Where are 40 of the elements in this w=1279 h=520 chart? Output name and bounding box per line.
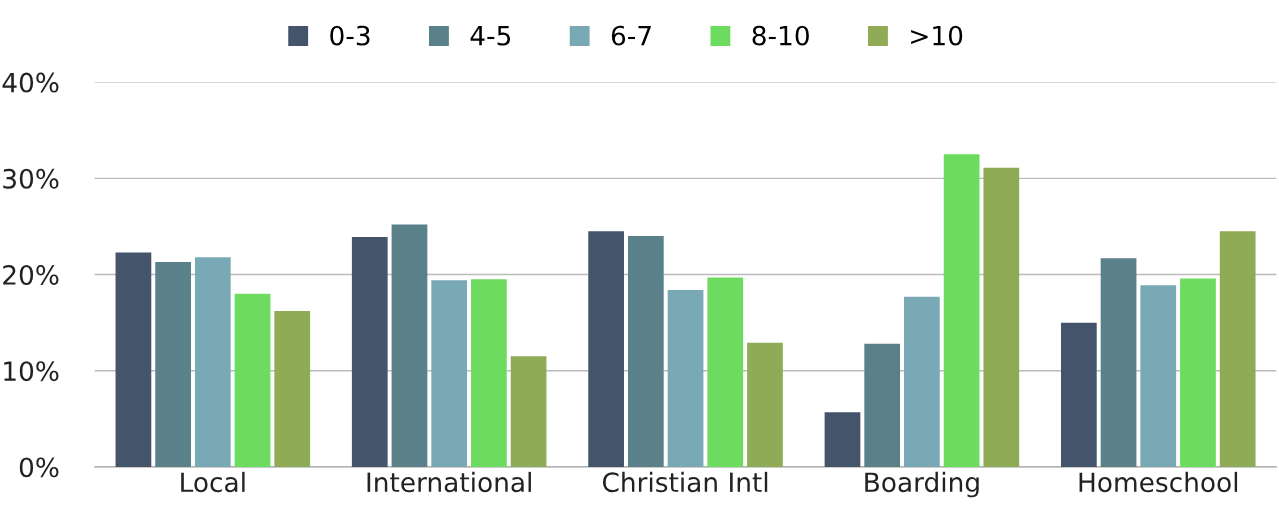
- bar: [274, 311, 311, 467]
- y-tick-label: 40%: [2, 72, 59, 93]
- bar: [1219, 231, 1256, 467]
- x-tick-label: Boarding: [865, 471, 979, 498]
- bar: [588, 231, 624, 467]
- bar: [471, 279, 507, 467]
- bar: [983, 167, 1020, 467]
- x-tick-label: Local: [181, 471, 245, 493]
- legend-label: >10: [911, 25, 963, 46]
- bar: [747, 342, 783, 467]
- bar: [1140, 285, 1177, 467]
- bar: [1180, 278, 1216, 467]
- bar: [115, 252, 152, 467]
- x-tick-label: Homeschool: [1079, 471, 1238, 493]
- bar: [943, 154, 980, 467]
- bar: [707, 277, 744, 467]
- bar: [155, 262, 191, 467]
- x-tick-label: International: [367, 471, 531, 493]
- bar: [864, 343, 901, 467]
- bar: [904, 296, 940, 467]
- bar: [510, 356, 547, 467]
- y-tick-label: 10%: [4, 361, 59, 382]
- legend-label: 4-5: [470, 25, 511, 46]
- bar: [194, 257, 231, 467]
- legend-label: 0-3: [330, 25, 370, 46]
- bar: [627, 236, 664, 467]
- bar: [824, 412, 861, 467]
- bar: [391, 224, 428, 467]
- y-tick-label: 20%: [3, 265, 59, 285]
- bar: [667, 289, 704, 467]
- bar: [351, 237, 388, 467]
- bar: [1060, 322, 1097, 467]
- legend-label: 6-7: [611, 25, 651, 46]
- bar: [234, 293, 271, 467]
- x-tick-label: Christian Intl: [602, 471, 768, 493]
- bar: [431, 280, 468, 467]
- y-tick-label: 30%: [3, 168, 59, 189]
- legend-label: 8-10: [752, 25, 809, 46]
- y-tick-label: 0%: [19, 457, 59, 478]
- bar: [1100, 258, 1137, 467]
